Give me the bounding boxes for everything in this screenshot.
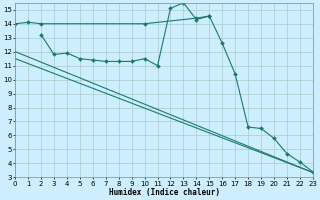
X-axis label: Humidex (Indice chaleur): Humidex (Indice chaleur): [108, 188, 220, 197]
